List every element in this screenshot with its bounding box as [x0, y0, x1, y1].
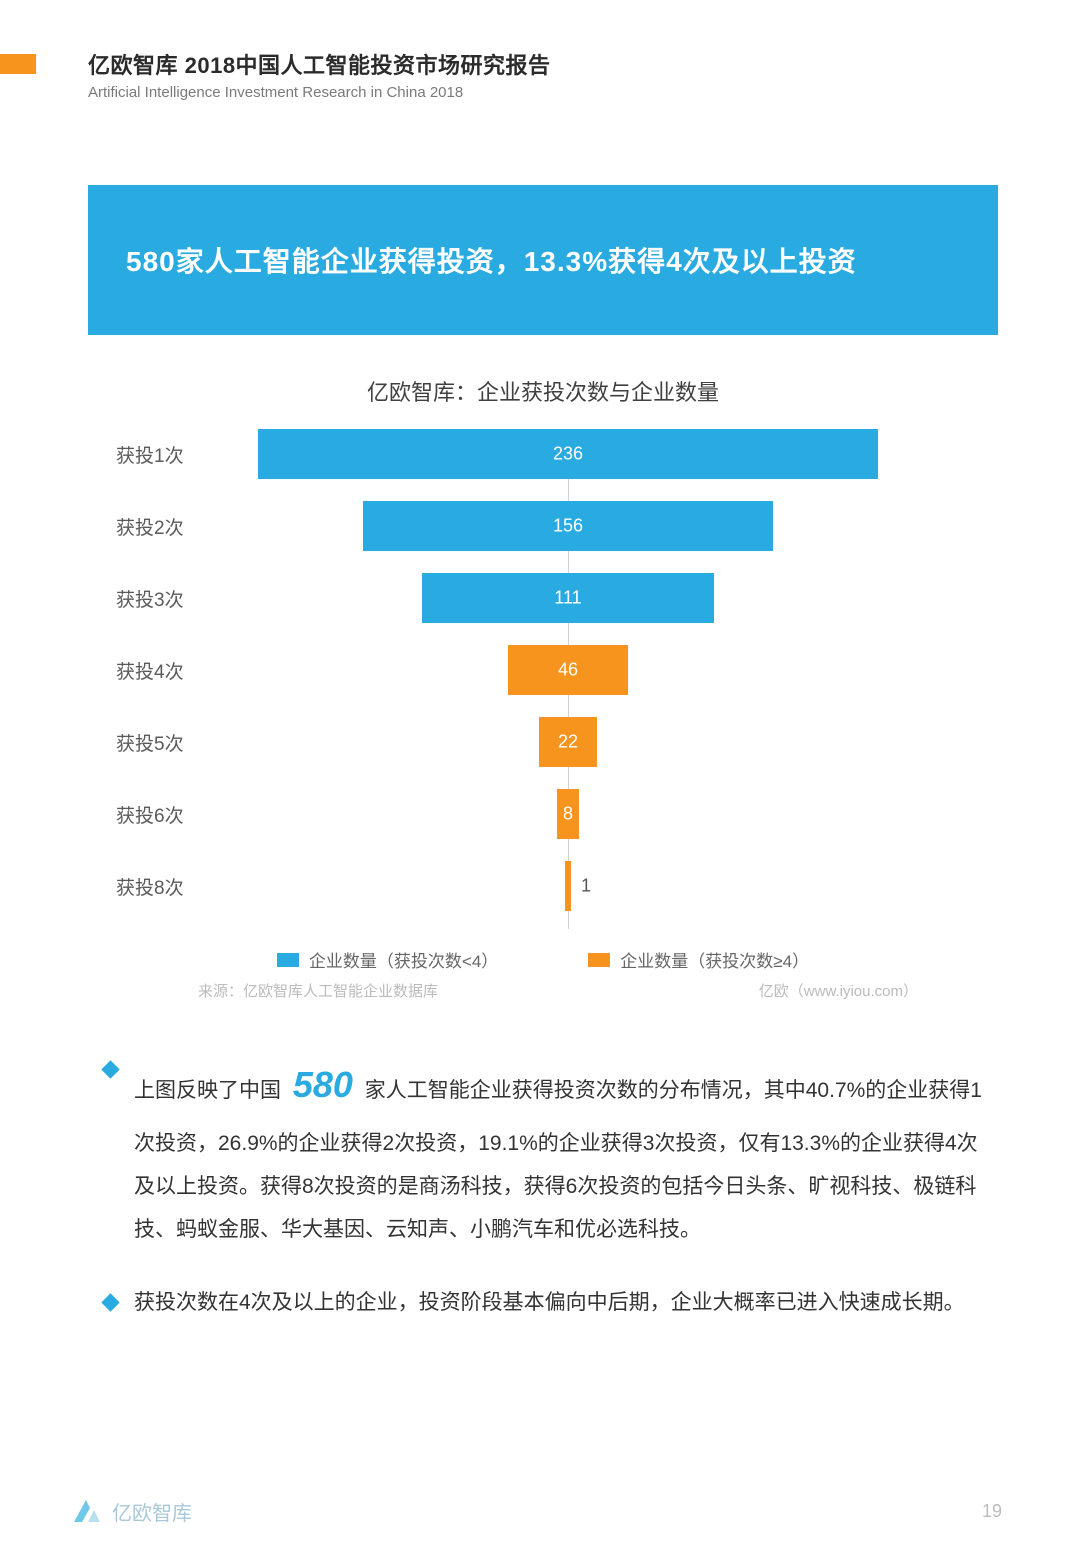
bullet-paragraph-2: 获投次数在4次及以上的企业，投资阶段基本偏向中后期，企业大概率已进入快速成长期。: [104, 1281, 984, 1324]
chart-source-row: 来源：亿欧智库人工智能企业数据库 亿欧（www.iyiou.com）: [88, 972, 998, 1001]
diamond-bullet-icon: [101, 1293, 119, 1311]
p1-big-number: 580: [287, 1064, 359, 1105]
legend-item-high: 企业数量（获投次数≥4）: [588, 947, 809, 972]
chart-plot-area: 获投1次236获投2次156获投3次111获投4次46获投5次22获投6次8获投…: [88, 429, 998, 929]
legend-swatch-low: [277, 953, 299, 967]
chart-source-left: 来源：亿欧智库人工智能企业数据库: [198, 980, 438, 1001]
p1-before: 上图反映了中国: [134, 1079, 287, 1102]
legend-label-low: 企业数量（获投次数<4）: [309, 947, 498, 972]
chart-bar-value: 236: [258, 444, 878, 465]
headline-text: 580家人工智能企业获得投资，13.3%获得4次及以上投资: [126, 240, 857, 280]
chart-bar-value: 8: [557, 804, 578, 825]
diamond-bullet-icon: [101, 1060, 119, 1078]
chart-row: 获投8次 1: [88, 861, 998, 911]
chart-row-label: 获投4次: [116, 657, 184, 684]
chart-bar-value: 46: [508, 660, 629, 681]
header-title-cn: 亿欧智库 2018中国人工智能投资市场研究报告: [88, 48, 551, 80]
chart-row-label: 获投6次: [116, 801, 184, 828]
body-paragraphs: 上图反映了中国 580 家人工智能企业获得投资次数的分布情况，其中40.7%的企…: [104, 1048, 984, 1354]
footer-brand-text: 亿欧智库: [112, 1497, 192, 1526]
page-number: 19: [982, 1501, 1002, 1522]
chart-row-label: 获投8次: [116, 873, 184, 900]
p2-text: 获投次数在4次及以上的企业，投资阶段基本偏向中后期，企业大概率已进入快速成长期。: [134, 1291, 965, 1314]
chart-source-right: 亿欧（www.iyiou.com）: [759, 980, 918, 1001]
chart-bar-value: 22: [539, 732, 597, 753]
chart-bar: 46: [508, 645, 629, 695]
chart-row: 获投3次 111: [88, 573, 998, 623]
page-header: 亿欧智库 2018中国人工智能投资市场研究报告 Artificial Intel…: [88, 48, 551, 101]
chart-row: 获投5次 22: [88, 717, 998, 767]
chart-bar: 22: [539, 717, 597, 767]
chart-bar-value: 156: [363, 516, 773, 537]
header-accent: [0, 54, 36, 74]
chart-row-label: 获投3次: [116, 585, 184, 612]
funnel-chart: 亿欧智库：企业获投次数与企业数量 获投1次236获投2次156获投3次111获投…: [88, 375, 998, 1001]
chart-row: 获投2次 156: [88, 501, 998, 551]
chart-row-label: 获投5次: [116, 729, 184, 756]
chart-row-label: 获投1次: [116, 441, 184, 468]
chart-bar: 1: [565, 861, 571, 911]
chart-bar-value: 111: [422, 588, 714, 609]
headline-banner: 580家人工智能企业获得投资，13.3%获得4次及以上投资: [88, 185, 998, 335]
chart-bar-value: 1: [571, 876, 591, 897]
header-title-en: Artificial Intelligence Investment Resea…: [88, 84, 551, 101]
bullet-paragraph-1: 上图反映了中国 580 家人工智能企业获得投资次数的分布情况，其中40.7%的企…: [104, 1048, 984, 1251]
chart-row: 获投4次 46: [88, 645, 998, 695]
chart-bar: 8: [557, 789, 578, 839]
chart-legend: 企业数量（获投次数<4） 企业数量（获投次数≥4）: [88, 947, 998, 972]
chart-row: 获投6次 8: [88, 789, 998, 839]
chart-bar: 111: [422, 573, 714, 623]
legend-swatch-high: [588, 953, 610, 967]
brand-logo-icon: [70, 1496, 102, 1526]
chart-bar: 156: [363, 501, 773, 551]
legend-label-high: 企业数量（获投次数≥4）: [620, 947, 809, 972]
legend-item-low: 企业数量（获投次数<4）: [277, 947, 498, 972]
chart-row-label: 获投2次: [116, 513, 184, 540]
chart-bar: 236: [258, 429, 878, 479]
chart-title: 亿欧智库：企业获投次数与企业数量: [88, 375, 998, 407]
footer-brand: 亿欧智库: [70, 1496, 192, 1526]
p1-after: 家人工智能企业获得投资次数的分布情况，其中40.7%的企业获得1次投资，26.9…: [134, 1079, 982, 1241]
chart-row: 获投1次 236: [88, 429, 998, 479]
